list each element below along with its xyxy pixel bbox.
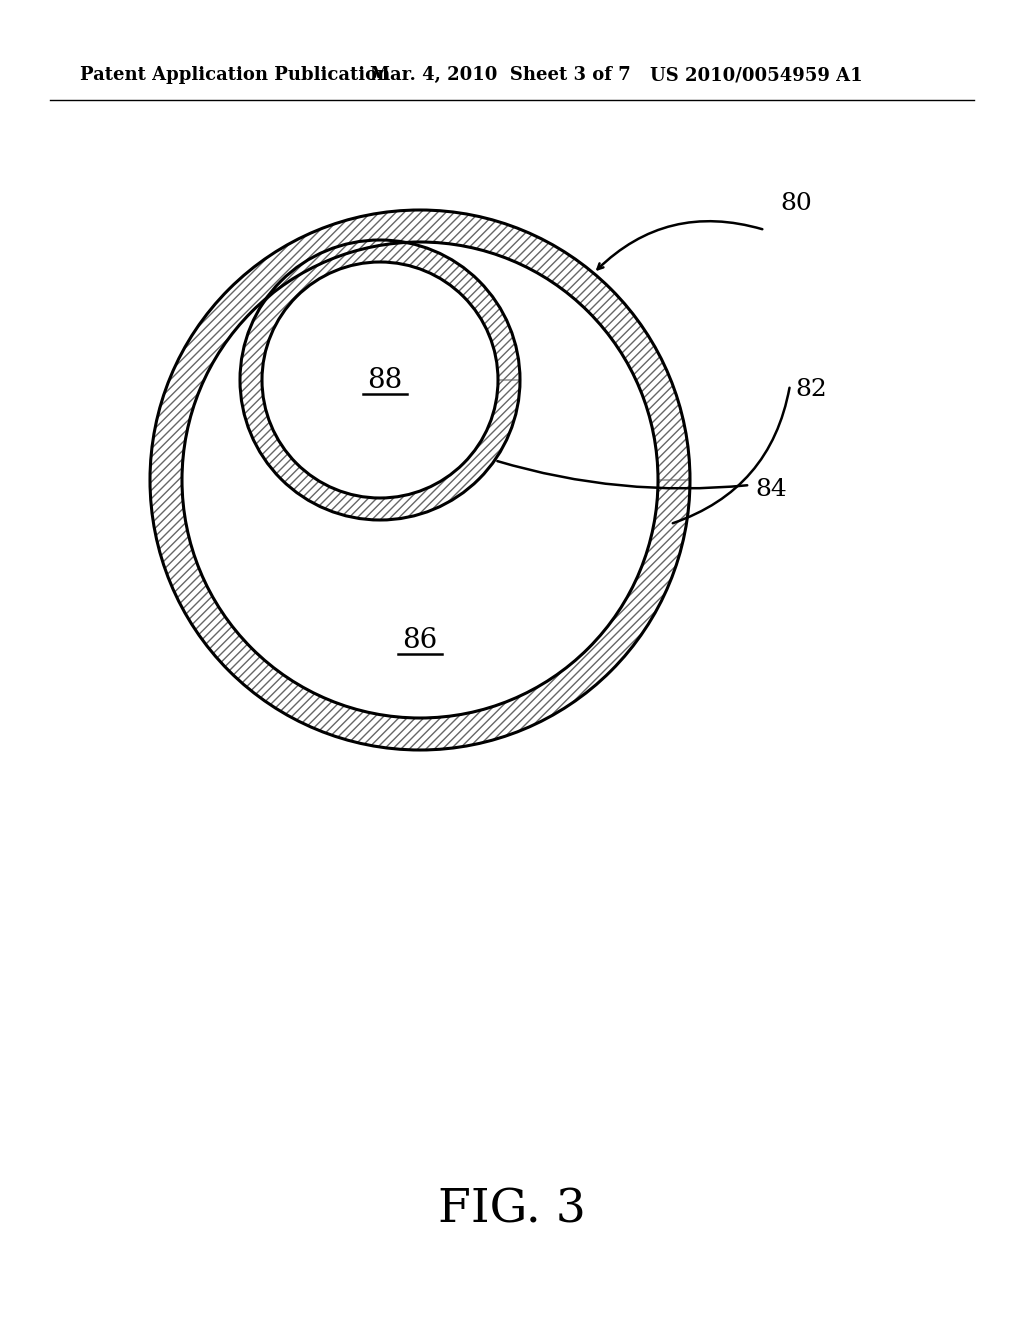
Text: 84: 84 [755,479,786,502]
Text: 80: 80 [780,191,812,215]
Text: Patent Application Publication: Patent Application Publication [80,66,390,84]
Polygon shape [150,210,690,750]
Text: Mar. 4, 2010  Sheet 3 of 7: Mar. 4, 2010 Sheet 3 of 7 [370,66,631,84]
Circle shape [182,242,658,718]
Text: 88: 88 [368,367,402,393]
Text: FIG. 3: FIG. 3 [438,1188,586,1233]
Polygon shape [240,240,520,520]
Text: US 2010/0054959 A1: US 2010/0054959 A1 [650,66,862,84]
Text: 86: 86 [402,627,437,653]
Circle shape [262,261,498,498]
Text: 82: 82 [795,379,826,401]
